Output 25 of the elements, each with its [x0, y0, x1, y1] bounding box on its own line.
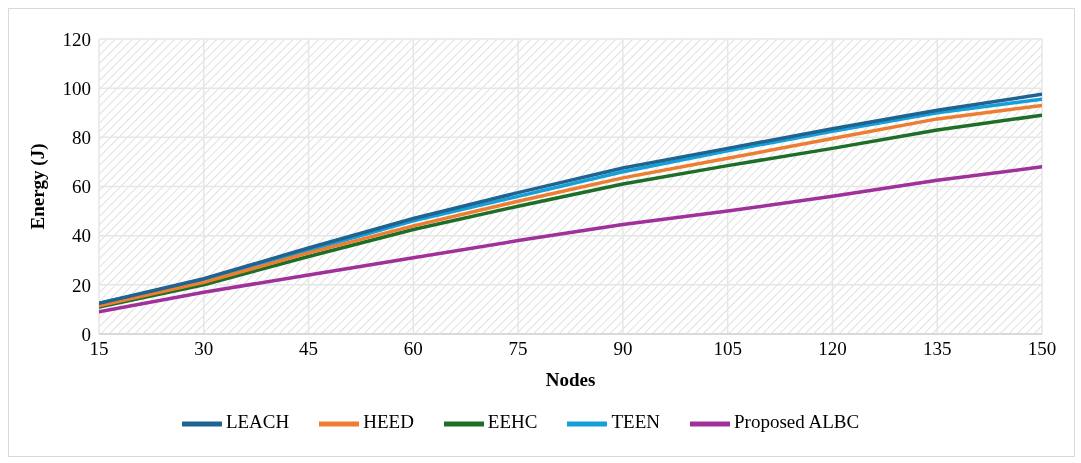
- legend-label: EEHC: [487, 411, 538, 433]
- y-tick-label: 100: [62, 77, 91, 99]
- y-tick-label: 60: [72, 176, 91, 198]
- y-tick-label: 20: [72, 274, 91, 296]
- x-tick-label: 135: [922, 338, 952, 360]
- x-tick-label: 30: [194, 338, 214, 360]
- y-tick-label: 80: [72, 127, 91, 149]
- line-series: [99, 165, 1042, 314]
- x-tick-label: 90: [613, 338, 633, 360]
- legend-label: LEACH: [225, 411, 290, 433]
- y-tick-label: 120: [62, 28, 91, 50]
- legend-label: HEED: [363, 411, 414, 433]
- legend-label: Proposed ALBC: [734, 411, 860, 433]
- x-tick-label: 60: [403, 338, 423, 360]
- legend-label: TEEN: [611, 411, 661, 433]
- y-axis-title: Energy (J): [26, 143, 49, 230]
- x-axis-title: Nodes: [545, 369, 596, 390]
- x-tick-label: 15: [89, 338, 109, 360]
- y-tick-label: 0: [81, 323, 91, 345]
- x-tick-label: 120: [818, 338, 847, 360]
- x-tick-label: 150: [1027, 338, 1057, 360]
- y-tick-label: 40: [72, 225, 91, 247]
- x-tick-label: 75: [508, 338, 528, 360]
- x-tick-label: 105: [713, 338, 742, 360]
- x-tick-label: 45: [299, 338, 319, 360]
